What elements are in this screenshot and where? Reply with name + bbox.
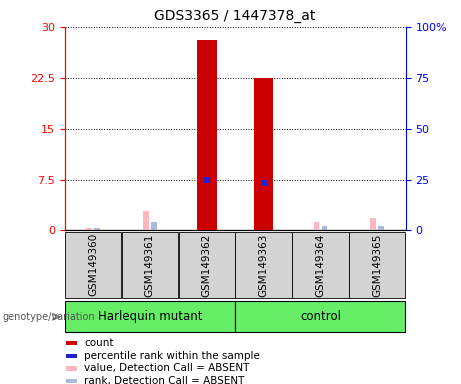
Text: GSM149360: GSM149360	[88, 233, 98, 296]
Bar	[66, 341, 77, 345]
Text: GSM149363: GSM149363	[259, 233, 269, 296]
FancyBboxPatch shape	[65, 301, 235, 332]
Text: count: count	[84, 338, 113, 348]
FancyBboxPatch shape	[292, 232, 349, 298]
FancyBboxPatch shape	[178, 232, 235, 298]
Bar	[66, 366, 77, 371]
Text: Harlequin mutant: Harlequin mutant	[98, 310, 202, 323]
Bar	[86, 228, 92, 230]
Bar	[66, 379, 77, 383]
Bar	[371, 218, 376, 230]
Bar	[313, 222, 319, 230]
Text: GSM149361: GSM149361	[145, 233, 155, 296]
Text: control: control	[300, 310, 341, 323]
FancyBboxPatch shape	[349, 232, 405, 298]
FancyBboxPatch shape	[236, 232, 292, 298]
Text: GSM149365: GSM149365	[372, 233, 382, 296]
Bar	[66, 354, 77, 358]
Text: value, Detection Call = ABSENT: value, Detection Call = ABSENT	[84, 363, 249, 373]
Bar	[254, 78, 273, 230]
FancyBboxPatch shape	[236, 301, 405, 332]
Bar	[378, 226, 384, 230]
Text: GSM149362: GSM149362	[201, 233, 212, 296]
Text: percentile rank within the sample: percentile rank within the sample	[84, 351, 260, 361]
Bar	[197, 40, 217, 230]
Bar	[321, 226, 327, 230]
Text: rank, Detection Call = ABSENT: rank, Detection Call = ABSENT	[84, 376, 244, 384]
Bar	[143, 212, 149, 230]
Title: GDS3365 / 1447378_at: GDS3365 / 1447378_at	[154, 9, 316, 23]
FancyBboxPatch shape	[122, 232, 178, 298]
Text: genotype/variation: genotype/variation	[2, 312, 95, 322]
Text: GSM149364: GSM149364	[315, 233, 325, 296]
Bar	[151, 222, 157, 230]
FancyBboxPatch shape	[65, 232, 121, 298]
Bar	[94, 228, 100, 230]
